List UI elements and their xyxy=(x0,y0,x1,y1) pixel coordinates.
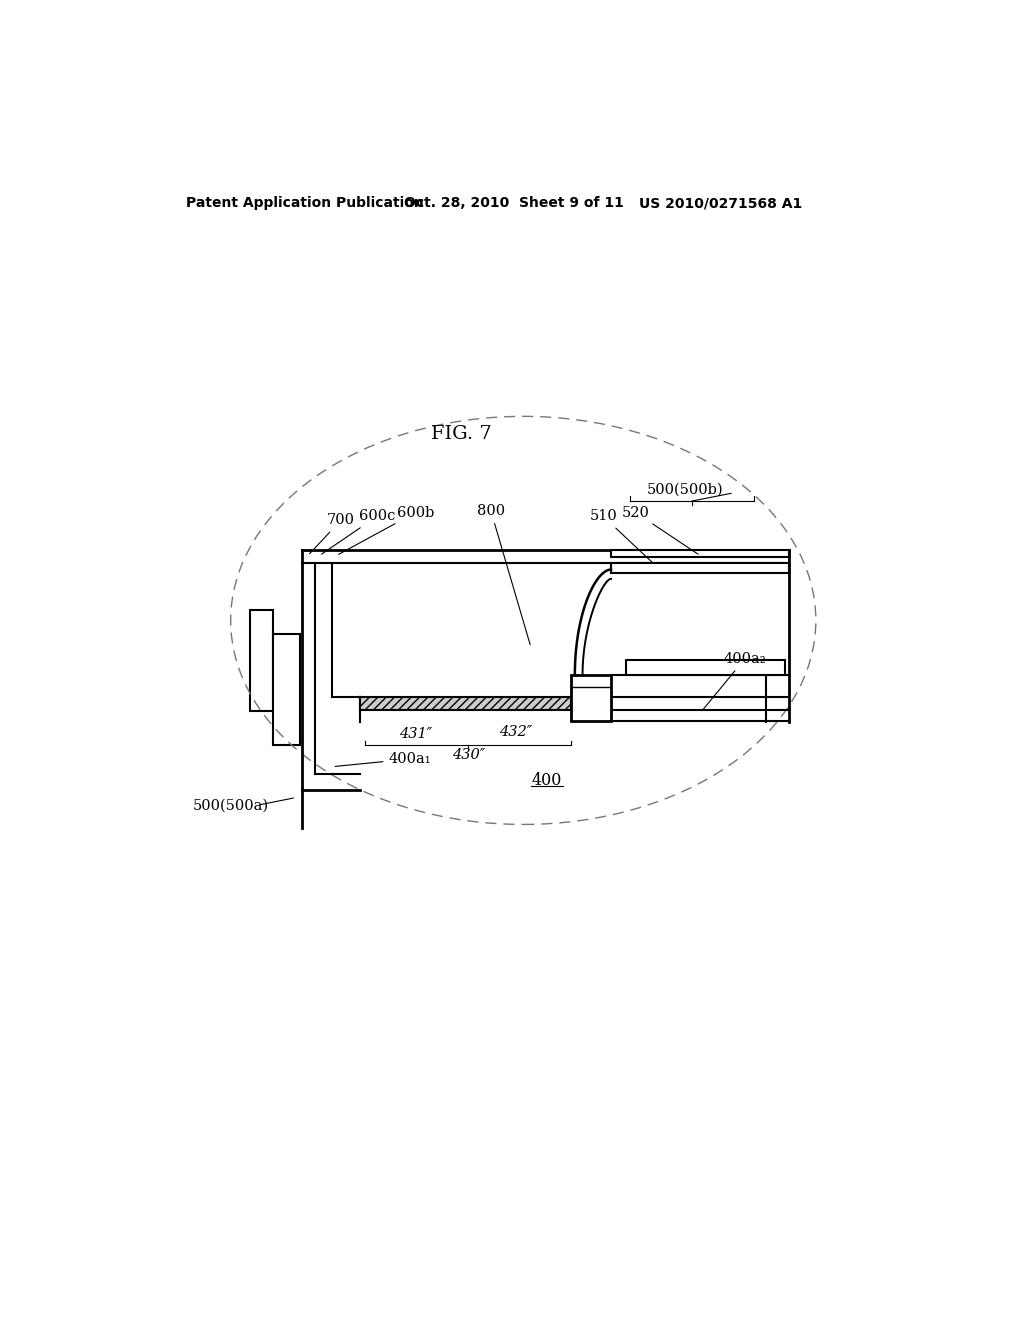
Text: 510: 510 xyxy=(590,510,652,562)
Bar xyxy=(360,697,571,710)
Text: Patent Application Publication: Patent Application Publication xyxy=(186,197,424,210)
Text: 400a₂: 400a₂ xyxy=(702,652,766,710)
Text: 500(500b): 500(500b) xyxy=(646,483,723,496)
Text: 430″: 430″ xyxy=(452,748,484,762)
Bar xyxy=(571,675,611,721)
Bar xyxy=(611,564,788,573)
Bar xyxy=(273,635,300,744)
Text: 800: 800 xyxy=(477,504,530,644)
Text: 431″: 431″ xyxy=(398,727,432,742)
Bar xyxy=(611,549,788,557)
Text: 500(500a): 500(500a) xyxy=(193,799,268,812)
Text: 520: 520 xyxy=(622,506,698,554)
Text: FIG. 7: FIG. 7 xyxy=(431,425,493,444)
Text: 700: 700 xyxy=(309,513,355,553)
Text: 600c: 600c xyxy=(322,510,395,554)
Text: 400: 400 xyxy=(531,772,561,789)
Text: Oct. 28, 2010  Sheet 9 of 11: Oct. 28, 2010 Sheet 9 of 11 xyxy=(403,197,624,210)
Text: 432″: 432″ xyxy=(499,725,532,739)
Text: 600b: 600b xyxy=(339,506,434,554)
Bar xyxy=(250,610,273,711)
Bar xyxy=(627,660,785,675)
Text: US 2010/0271568 A1: US 2010/0271568 A1 xyxy=(639,197,802,210)
Text: 400a₁: 400a₁ xyxy=(335,752,431,767)
